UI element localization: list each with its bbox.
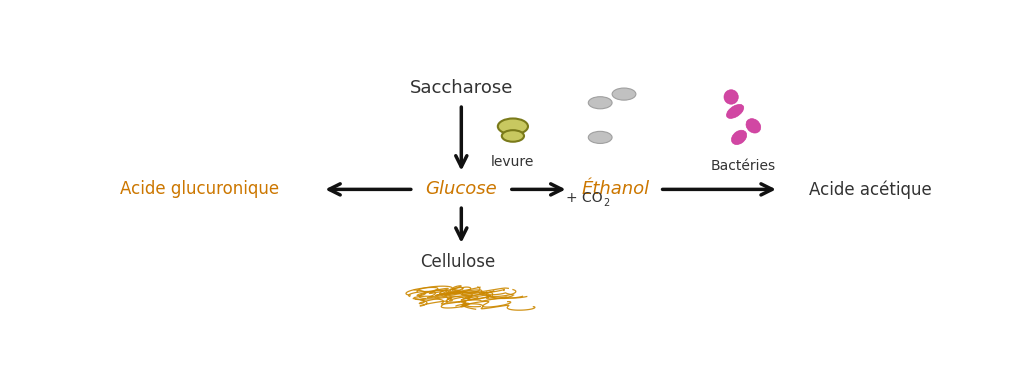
Text: Bactéries: Bactéries <box>711 159 775 173</box>
Text: Cellulose: Cellulose <box>420 253 495 271</box>
Ellipse shape <box>726 104 743 118</box>
Text: Glucose: Glucose <box>425 180 498 198</box>
Text: + CO: + CO <box>566 191 603 205</box>
Text: Acide glucuronique: Acide glucuronique <box>120 180 279 198</box>
Text: Saccharose: Saccharose <box>410 80 513 98</box>
Ellipse shape <box>588 131 612 144</box>
Ellipse shape <box>612 88 636 100</box>
Ellipse shape <box>731 130 746 144</box>
Ellipse shape <box>498 118 528 134</box>
Text: levure: levure <box>492 155 535 169</box>
Ellipse shape <box>724 90 738 104</box>
Ellipse shape <box>502 130 524 142</box>
Ellipse shape <box>588 97 612 109</box>
Ellipse shape <box>746 118 761 133</box>
Text: Éthanol: Éthanol <box>582 180 650 198</box>
Text: Acide acétique: Acide acétique <box>809 180 932 199</box>
Text: 2: 2 <box>603 198 609 208</box>
